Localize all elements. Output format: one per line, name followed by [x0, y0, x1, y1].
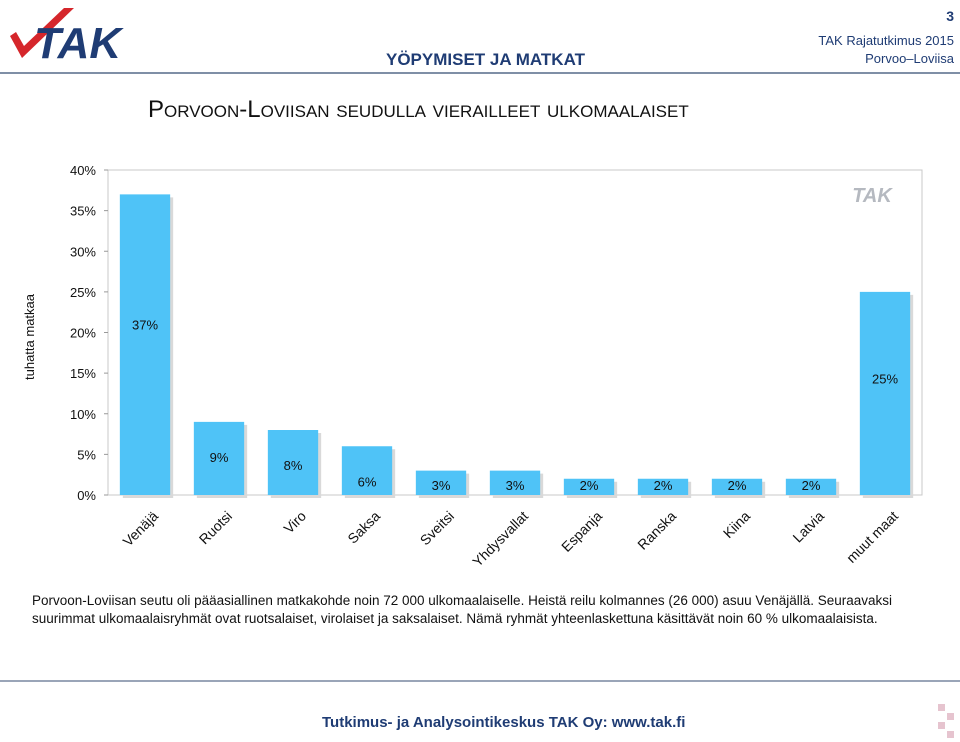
- chart-watermark: TAK: [852, 185, 893, 207]
- logo-check-mark: [10, 8, 74, 58]
- corner-decoration: [938, 704, 956, 738]
- x-tick-label: muut maat: [843, 508, 901, 566]
- y-tick-label: 10%: [70, 407, 96, 422]
- bar: [193, 421, 245, 495]
- data-label: 2%: [802, 478, 821, 493]
- x-tick-label: Saksa: [344, 508, 383, 547]
- data-label: 3%: [432, 478, 451, 493]
- data-label: 8%: [284, 458, 303, 473]
- bar: [267, 430, 319, 495]
- y-axis-label: tuhatta matkaa: [22, 294, 37, 380]
- x-tick-label: Sveitsi: [417, 508, 457, 548]
- bar: [785, 478, 837, 495]
- y-tick-label: 25%: [70, 285, 96, 300]
- x-tick-label: Ruotsi: [196, 508, 235, 547]
- report-area: Porvoo–Loviisa: [865, 51, 954, 66]
- slide-title: Porvoon-Loviisan seudulla vierailleet ul…: [148, 96, 689, 123]
- data-label: 2%: [580, 478, 599, 493]
- y-tick-label: 40%: [70, 163, 96, 178]
- y-tick-label: 35%: [70, 204, 96, 219]
- bar: [563, 478, 615, 495]
- x-tick-label: Yhdysvallat: [469, 508, 531, 570]
- data-label: 6%: [358, 474, 377, 489]
- data-label: 9%: [210, 450, 229, 465]
- x-tick-label: Kiina: [720, 508, 753, 541]
- x-tick-label: Ranska: [634, 508, 679, 553]
- page-number: 3: [946, 8, 954, 24]
- data-label: 2%: [728, 478, 747, 493]
- y-tick-label: 20%: [70, 326, 96, 341]
- logo-text: TAK: [34, 19, 124, 64]
- report-info: TAK Rajatutkimus 2015 Porvoo–Loviisa: [818, 32, 954, 68]
- bar: [711, 478, 763, 495]
- y-tick-label: 0%: [77, 488, 96, 503]
- bar: [859, 291, 911, 495]
- bar: [489, 470, 541, 495]
- footer-text: Tutkimus- ja Analysointikeskus TAK Oy: w…: [322, 714, 686, 731]
- header-divider: [0, 72, 960, 74]
- x-tick-label: Viro: [280, 508, 309, 537]
- footer-divider: [0, 680, 960, 682]
- bar: [119, 194, 171, 495]
- section-title: YÖPYMISET JA MATKAT: [386, 50, 585, 69]
- bar-chart: 0% 5% 10% 15% 20% 25% 30% 35% 40% TAK 37% Venäjä 9% R…: [70, 163, 923, 570]
- x-tick-label: Venäjä: [120, 508, 162, 550]
- y-tick-label: 30%: [70, 244, 96, 259]
- bar: [637, 478, 689, 495]
- data-label: 37%: [132, 318, 158, 333]
- bar: [341, 446, 393, 495]
- data-label: 25%: [872, 371, 898, 386]
- y-tick-label: 15%: [70, 366, 96, 381]
- data-label: 3%: [506, 478, 525, 493]
- summary-paragraph: Porvoon-Loviisan seutu oli pääasiallinen…: [32, 593, 893, 626]
- data-label: 2%: [654, 478, 673, 493]
- y-tick-label: 5%: [77, 447, 96, 462]
- bar: [415, 470, 467, 495]
- x-tick-label: Espanja: [558, 508, 605, 555]
- chart-area: 0% 5% 10% 15% 20% 25% 30% 35% 40% TAK 37% Venäjä 9% R…: [0, 150, 960, 570]
- x-tick-label: Latvia: [789, 508, 827, 546]
- report-name: TAK Rajatutkimus 2015: [818, 33, 954, 48]
- tak-logo: TAK: [10, 8, 124, 64]
